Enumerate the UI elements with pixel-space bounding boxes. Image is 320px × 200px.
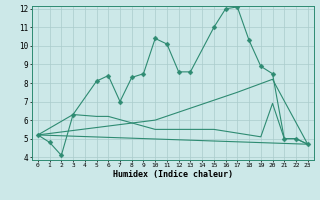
X-axis label: Humidex (Indice chaleur): Humidex (Indice chaleur) xyxy=(113,170,233,179)
